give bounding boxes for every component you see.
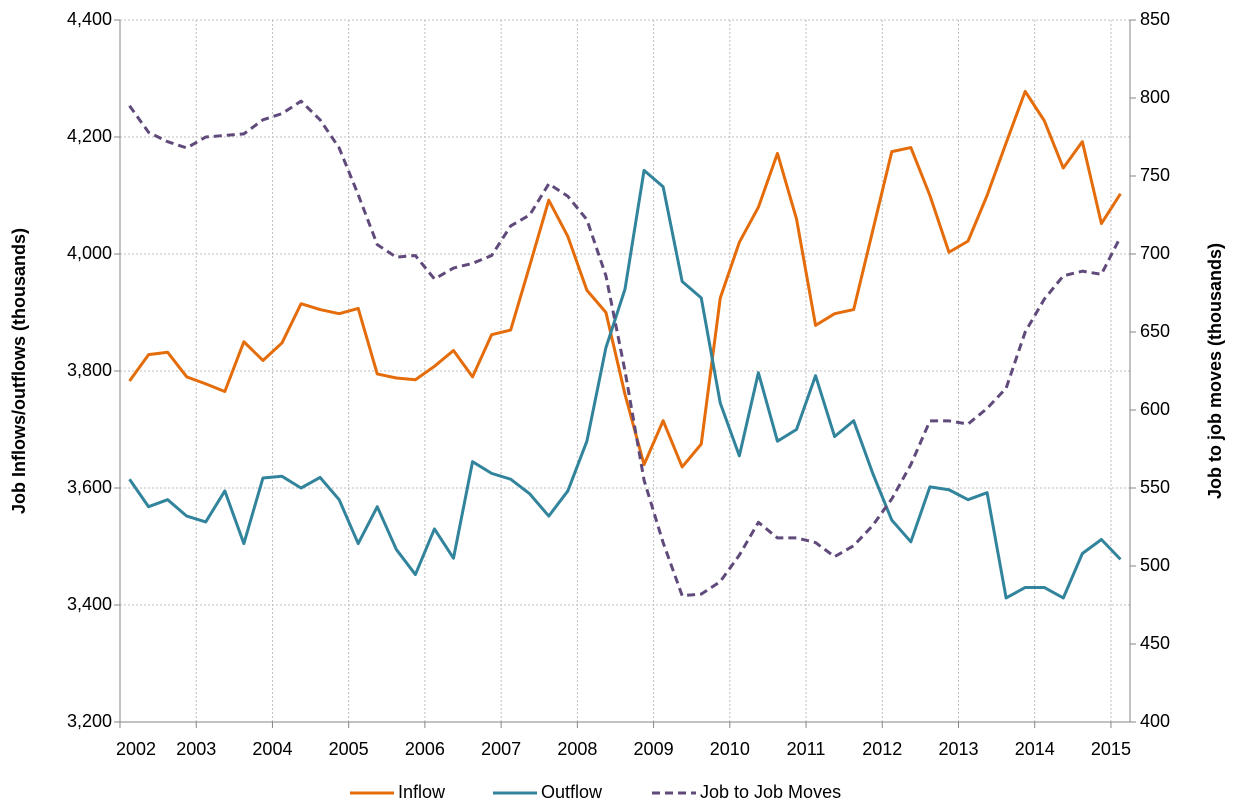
y2-tick-label: 750 bbox=[1140, 165, 1170, 185]
y-tick-label: 3,600 bbox=[67, 477, 112, 497]
x-tick-label: 2014 bbox=[1015, 739, 1055, 759]
y-tick-label: 4,000 bbox=[67, 243, 112, 263]
legend-label: Outflow bbox=[541, 782, 603, 802]
series-line bbox=[128, 89, 1122, 469]
y-tick-label: 4,400 bbox=[67, 9, 112, 29]
y2-tick-label: 650 bbox=[1140, 321, 1170, 341]
x-tick-label: 2005 bbox=[329, 739, 369, 759]
x-tick-label: 2008 bbox=[557, 739, 597, 759]
y2-tick-label: 800 bbox=[1140, 87, 1170, 107]
y2-tick-label: 450 bbox=[1140, 633, 1170, 653]
y2-tick-label: 550 bbox=[1140, 477, 1170, 497]
x-tick-label: 2015 bbox=[1091, 739, 1131, 759]
legend-label: Job to Job Moves bbox=[700, 782, 841, 802]
x-tick-label: 2011 bbox=[787, 739, 826, 759]
y2-tick-label: 850 bbox=[1140, 9, 1170, 29]
x-tick-label: 2010 bbox=[710, 739, 750, 759]
x-tick-label: 2003 bbox=[176, 739, 216, 759]
x-tick-label: 2006 bbox=[405, 739, 445, 759]
y2-tick-label: 500 bbox=[1140, 555, 1170, 575]
x-tick-label: 2002 bbox=[116, 739, 156, 759]
y-axis-title: Job Inflows/outflows (thousands) bbox=[9, 228, 29, 514]
y2-tick-label: 600 bbox=[1140, 399, 1170, 419]
x-tick-label: 2007 bbox=[481, 739, 521, 759]
y-tick-label: 4,200 bbox=[67, 126, 112, 146]
series-line bbox=[128, 168, 1122, 600]
x-tick-label: 2004 bbox=[252, 739, 292, 759]
x-tick-label: 2013 bbox=[938, 739, 978, 759]
legend-label: Inflow bbox=[398, 782, 446, 802]
y-tick-label: 3,800 bbox=[67, 360, 112, 380]
y2-axis-title: Job to job moves (thousands) bbox=[1205, 243, 1225, 499]
y2-tick-label: 400 bbox=[1140, 711, 1170, 731]
y-tick-label: 3,200 bbox=[67, 711, 112, 731]
y-tick-label: 3,400 bbox=[67, 594, 112, 614]
x-tick-label: 2012 bbox=[862, 739, 902, 759]
x-tick-label: 2009 bbox=[634, 739, 674, 759]
y2-tick-label: 700 bbox=[1140, 243, 1170, 263]
